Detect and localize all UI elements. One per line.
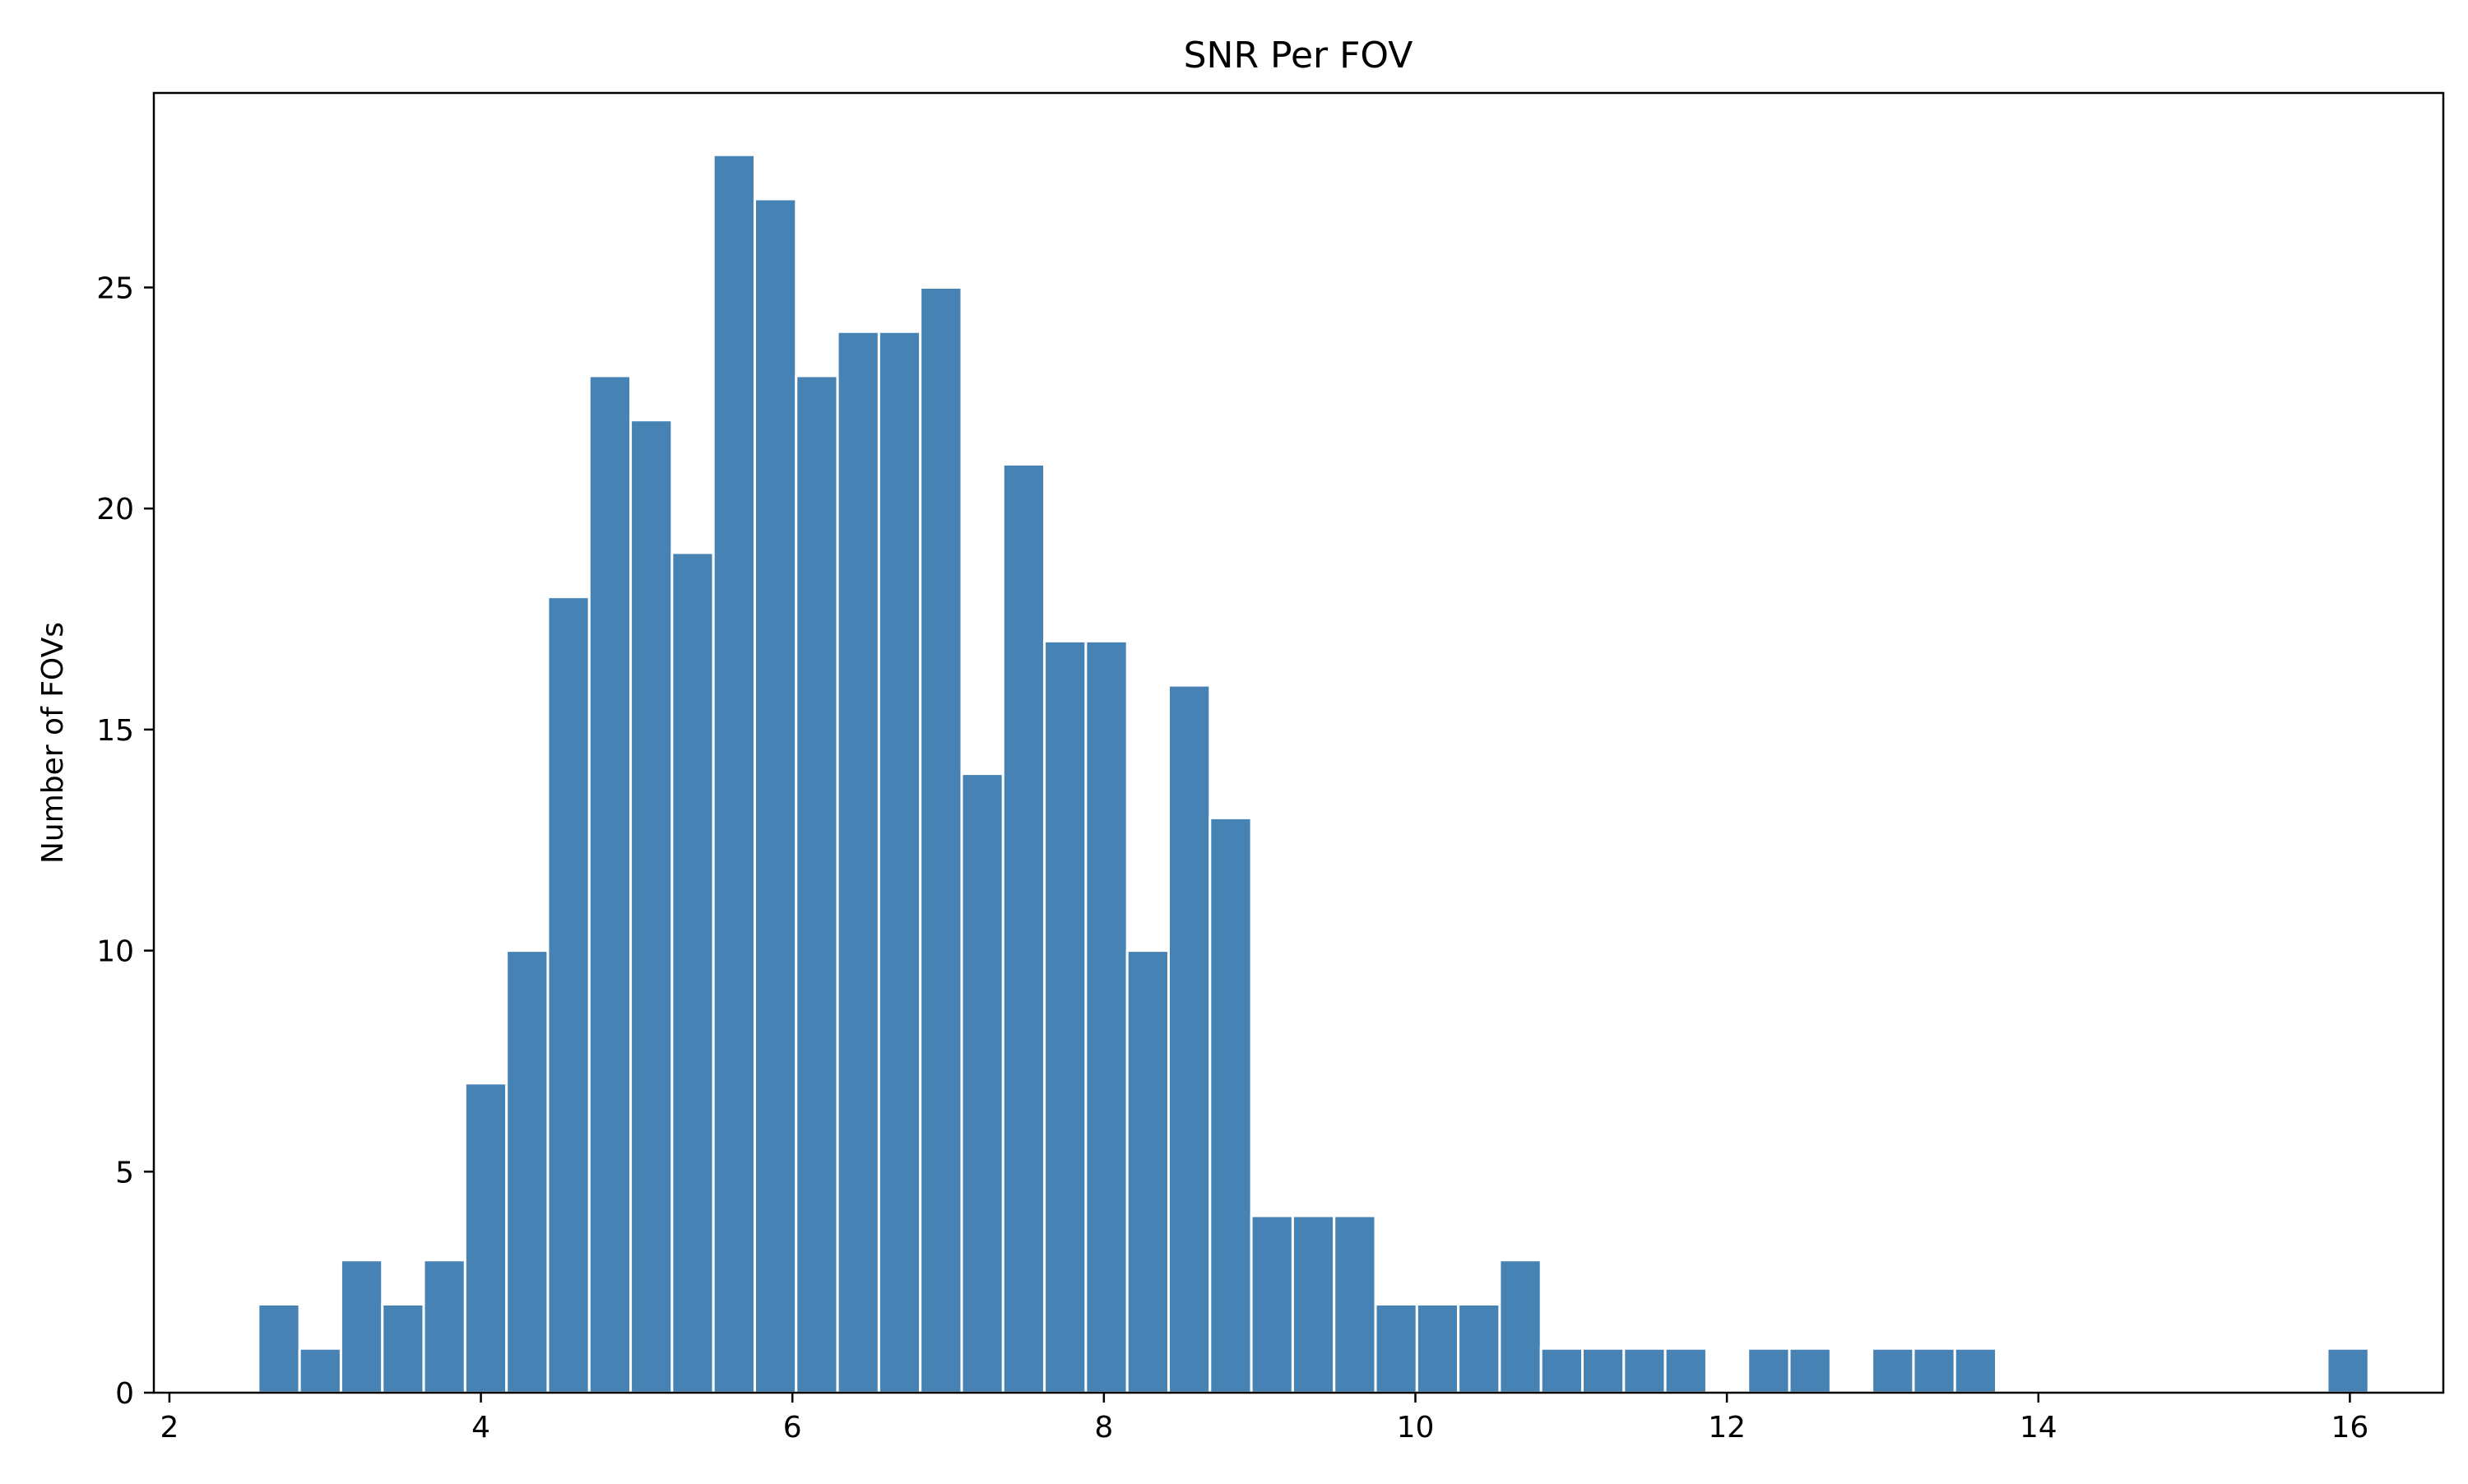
histogram-bar — [670, 551, 715, 1394]
y-tick-label: 25 — [96, 271, 134, 305]
histogram-bar — [463, 1082, 508, 1394]
histogram-bar — [712, 153, 756, 1394]
x-tick-label: 8 — [1094, 1411, 1113, 1445]
histogram-bar — [1291, 1214, 1336, 1394]
y-tick-label: 5 — [115, 1156, 134, 1190]
histogram-bar — [919, 285, 963, 1394]
chart-title: SNR Per FOV — [1184, 35, 1413, 77]
y-axis-ticks: 0 5 10 15 20 25 — [96, 271, 154, 1411]
histogram-bar — [1043, 639, 1088, 1394]
histogram-bar — [339, 1259, 384, 1394]
plot-frame — [152, 91, 2445, 1394]
histogram-bar — [257, 1303, 301, 1394]
histogram-bar — [1084, 639, 1129, 1394]
x-tick-label: 10 — [1397, 1411, 1435, 1445]
histogram-bar — [1415, 1303, 1460, 1394]
x-tick-label: 6 — [783, 1411, 802, 1445]
y-tick-label: 20 — [96, 493, 134, 526]
histogram-bar — [1539, 1347, 1584, 1394]
y-tick-label: 10 — [96, 935, 134, 969]
histogram-bar — [587, 374, 633, 1394]
histogram-bar — [1912, 1347, 1956, 1394]
x-tick-label: 2 — [160, 1411, 179, 1445]
histogram-bar — [836, 330, 880, 1394]
histogram-bar — [298, 1347, 342, 1394]
histogram-bar — [1953, 1347, 1998, 1394]
histogram-bar — [629, 419, 674, 1394]
x-axis-ticks: 2 4 6 8 10 12 14 16 — [160, 1393, 2368, 1445]
histogram-bar — [1871, 1347, 1915, 1394]
histogram-bar — [1663, 1347, 1708, 1394]
y-tick-label: 0 — [115, 1377, 134, 1411]
histogram-bar — [1001, 462, 1046, 1394]
x-tick-label: 16 — [2331, 1411, 2369, 1445]
histogram-bar — [1125, 949, 1170, 1394]
histogram-bar — [422, 1259, 466, 1394]
x-tick-label: 4 — [471, 1411, 490, 1445]
histogram-bar — [1250, 1214, 1294, 1394]
histogram-bar — [960, 772, 1004, 1394]
histogram-bar — [1788, 1347, 1832, 1394]
y-axis-label: Number of FOVs — [36, 622, 70, 864]
histogram-bar — [1581, 1347, 1626, 1394]
x-tick-label: 14 — [2020, 1411, 2057, 1445]
histogram-bar — [1374, 1303, 1418, 1394]
histogram-bar — [381, 1303, 425, 1394]
histogram-bar — [1457, 1303, 1501, 1394]
histogram-bar — [753, 197, 798, 1394]
bars-layer — [257, 153, 2370, 1394]
histogram-bar — [1498, 1259, 1542, 1394]
histogram-bar — [795, 374, 839, 1394]
histogram-bar — [1622, 1347, 1667, 1394]
histogram-bar — [1208, 816, 1253, 1394]
histogram-bar — [1167, 684, 1212, 1394]
y-tick-label: 15 — [96, 714, 134, 748]
histogram-bar — [1747, 1347, 1791, 1394]
histogram-bar — [546, 596, 591, 1394]
x-tick-label: 12 — [1708, 1411, 1746, 1445]
histogram-bar — [2326, 1347, 2370, 1394]
histogram-bar — [877, 330, 922, 1394]
histogram-bar — [1333, 1214, 1377, 1394]
histogram-bar — [505, 949, 550, 1394]
